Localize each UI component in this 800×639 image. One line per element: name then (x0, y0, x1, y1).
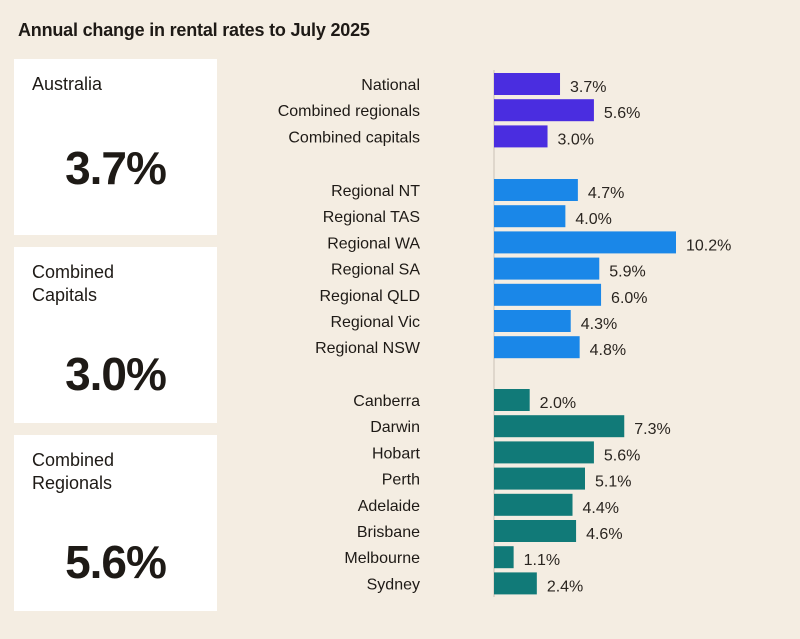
bar (494, 73, 561, 95)
bar (494, 546, 514, 569)
bar (494, 205, 566, 228)
bar (494, 257, 600, 280)
bar (494, 572, 537, 595)
data-label: 2.4% (547, 578, 583, 595)
category-label: Adelaide (358, 498, 420, 515)
card-label: Combined Regionals (32, 450, 115, 493)
bar (494, 310, 571, 332)
card-combined-capitals: Combined Capitals 3.0% (14, 247, 217, 423)
category-label: Regional Vic (330, 314, 420, 331)
data-label: 5.1% (595, 474, 631, 491)
data-label: 4.7% (588, 185, 624, 202)
bar (494, 415, 625, 438)
chart-title: Annual change in rental rates to July 20… (18, 20, 370, 40)
data-label: 5.9% (609, 264, 645, 281)
category-label: Hobart (372, 445, 421, 462)
category-label: Regional QLD (320, 288, 421, 305)
bar (494, 99, 594, 122)
card-australia: Australia 3.7% (14, 59, 217, 235)
data-label: 5.6% (604, 105, 640, 122)
bar (494, 179, 578, 201)
data-label: 4.4% (583, 500, 619, 517)
bar (494, 125, 548, 148)
card-value: 3.7% (65, 142, 167, 194)
category-label: Melbourne (344, 550, 420, 567)
category-label: Regional NSW (315, 340, 421, 357)
category-label: Combined capitals (288, 129, 420, 146)
category-label: Combined regionals (278, 103, 420, 120)
bar (494, 493, 573, 516)
card-label: Combined Capitals (32, 262, 115, 305)
data-label: 3.7% (570, 79, 606, 96)
category-label: Sydney (367, 576, 420, 593)
category-label: Regional SA (331, 262, 420, 279)
bar (494, 520, 577, 542)
category-label: National (361, 77, 420, 94)
card-combined-regionals: Combined Regionals 5.6% (14, 435, 217, 611)
bar (494, 441, 594, 464)
category-label: Brisbane (357, 524, 420, 541)
card-label: Australia (32, 74, 103, 94)
data-label: 10.2% (686, 237, 731, 254)
category-label: Perth (382, 472, 420, 489)
bar (494, 336, 580, 359)
category-label: Canberra (353, 393, 420, 410)
data-label: 4.6% (586, 526, 622, 543)
data-label: 4.3% (581, 316, 617, 333)
bar (494, 467, 585, 490)
bar (494, 231, 676, 254)
bar (494, 283, 602, 306)
category-label: Darwin (370, 419, 420, 436)
data-label: 1.1% (524, 552, 560, 569)
data-label: 7.3% (634, 421, 670, 438)
card-value: 5.6% (65, 536, 167, 588)
data-label: 4.8% (590, 342, 626, 359)
category-label: Regional NT (331, 183, 420, 200)
category-label: Regional TAS (323, 209, 420, 226)
card-value: 3.0% (65, 348, 167, 400)
data-label: 5.6% (604, 447, 640, 464)
data-label: 6.0% (611, 290, 647, 307)
data-label: 2.0% (540, 395, 576, 412)
category-label: Regional WA (327, 235, 420, 252)
data-label: 4.0% (575, 211, 611, 228)
bar (494, 389, 530, 411)
data-label: 3.0% (558, 131, 594, 148)
